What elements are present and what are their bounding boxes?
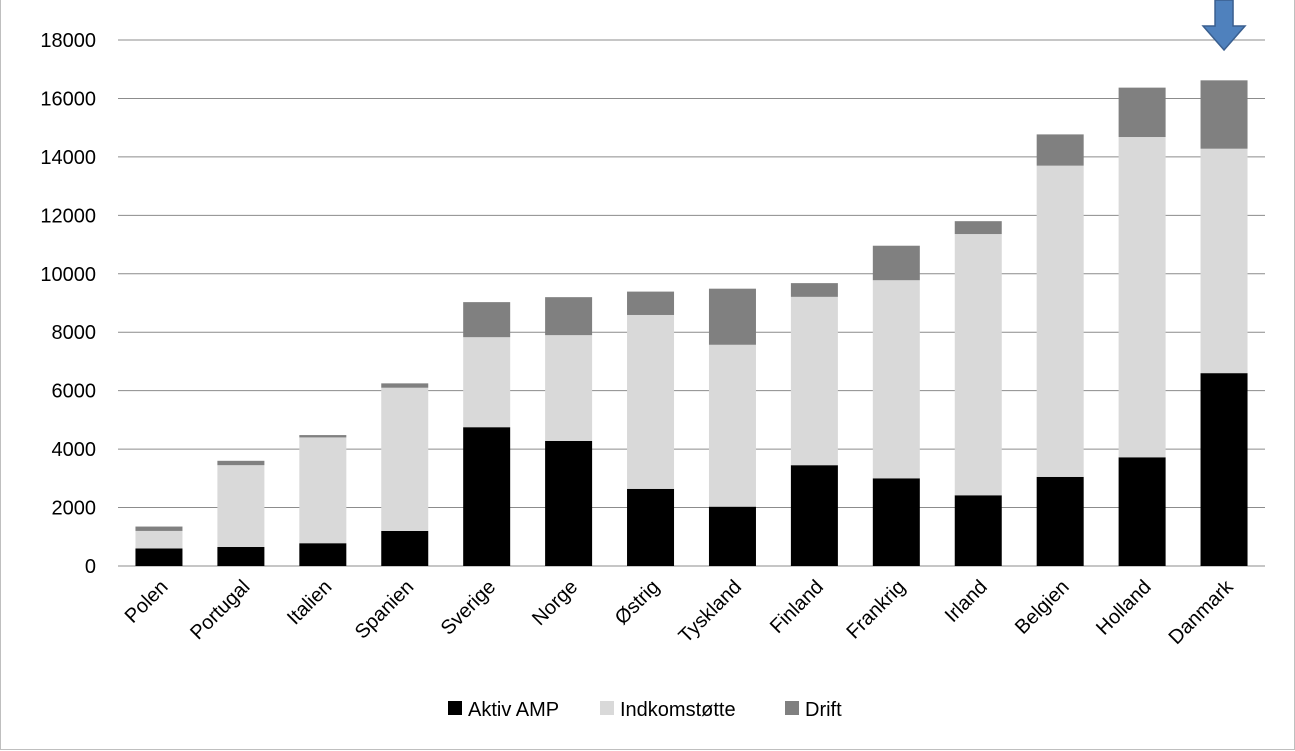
bar-frankrig-drift [872,245,920,281]
bar-danmark-drift [1200,80,1248,149]
y-tick-label: 0 [85,556,96,578]
bar-polen-drift [135,526,183,531]
bar-norge-aktiv-amp [545,440,593,566]
y-tick-label: 10000 [40,264,96,286]
bar-spanien-aktiv-amp [381,530,429,566]
bar-belgien-drift [1036,134,1084,166]
bar-irland-aktiv-amp [954,495,1002,566]
bar-sverige-drift [463,302,511,338]
bar-italien-drift [299,435,347,438]
bar-sverige-indkomstøtte [463,337,511,428]
bar-portugal-indkomstøtte [217,465,265,548]
bar-frankrig-indkomstøtte [872,280,920,479]
y-axis-tick-labels: 0 2000 4000 6000 8000 10000 12000 14000 16000 180… [40,30,96,578]
x-tick-label: Polen [121,576,173,628]
bar-belgien-indkomstøtte [1036,165,1084,477]
bar-spanien-drift [381,383,429,388]
bar-irland-indkomstøtte [954,234,1002,496]
bar-østrig-indkomstøtte [627,314,675,489]
gridlines [118,39,1265,567]
x-tick-label: Belgien [1011,576,1074,639]
bar-danmark-aktiv-amp [1200,373,1248,566]
x-tick-label: Sverige [437,576,501,640]
y-tick-label: 18000 [40,30,96,52]
x-axis-tick-labels: Polen Portugal Italien Spanien Sverige Norge Ø… [121,575,1239,649]
bar-spanien-indkomstøtte [381,387,429,531]
bar-portugal-aktiv-amp [217,547,265,566]
legend: Aktiv AMP Indkomstøtte Drift [448,699,842,721]
x-tick-label: Finland [766,576,828,638]
bar-polen-aktiv-amp [135,548,183,566]
bar-østrig-aktiv-amp [627,488,675,566]
x-tick-label: Italien [283,576,336,629]
x-tick-label: Danmark [1165,575,1239,649]
bar-finland-drift [790,283,838,297]
y-tick-label: 2000 [52,498,97,520]
bar-portugal-drift [217,460,265,466]
bar-polen-indkomstøtte [135,530,183,549]
down-arrow-icon [1201,0,1247,52]
bar-tyskland-aktiv-amp [708,506,756,566]
bar-belgien-aktiv-amp [1036,476,1084,566]
bar-norge-indkomstøtte [545,335,593,441]
bar-norge-drift [545,297,593,336]
y-tick-label: 14000 [40,147,96,169]
y-tick-label: 6000 [52,381,97,403]
x-tick-label: Holland [1092,576,1156,640]
bar-holland-drift [1118,87,1166,138]
bar-østrig-drift [627,291,675,315]
x-tick-label: Norge [528,576,582,630]
legend-swatch-aktiv-amp [448,701,462,715]
bar-holland-indkomstøtte [1118,137,1166,458]
x-tick-label: Frankrig [842,576,909,643]
y-tick-label: 12000 [40,205,96,227]
bar-tyskland-indkomstøtte [708,344,756,507]
bar-finland-aktiv-amp [790,465,838,566]
bar-irland-drift [954,221,1002,235]
legend-label: Indkomstøtte [620,699,736,721]
y-tick-label: 8000 [52,322,97,344]
bar-frankrig-aktiv-amp [872,478,920,566]
annotation-arrow [1201,0,1247,52]
y-tick-label: 4000 [52,439,97,461]
x-tick-label: Tyskland [675,576,746,647]
x-tick-label: Irland [941,576,992,627]
bar-holland-aktiv-amp [1118,457,1166,566]
legend-label: Drift [805,699,842,721]
x-tick-label: Spanien [351,576,418,643]
bar-italien-indkomstøtte [299,437,347,544]
bar-danmark-indkomstøtte [1200,148,1248,374]
legend-label: Aktiv AMP [468,699,559,721]
bar-tyskland-drift [708,288,756,345]
bar-sverige-aktiv-amp [463,427,511,566]
y-tick-label: 16000 [40,88,96,110]
x-tick-label: Østrig [611,576,664,629]
bars [135,80,1248,566]
bar-finland-indkomstøtte [790,296,838,466]
x-tick-label: Portugal [186,576,254,644]
legend-swatch-indkomstøtte [600,701,614,715]
bar-italien-aktiv-amp [299,543,347,566]
legend-swatch-drift [785,701,799,715]
